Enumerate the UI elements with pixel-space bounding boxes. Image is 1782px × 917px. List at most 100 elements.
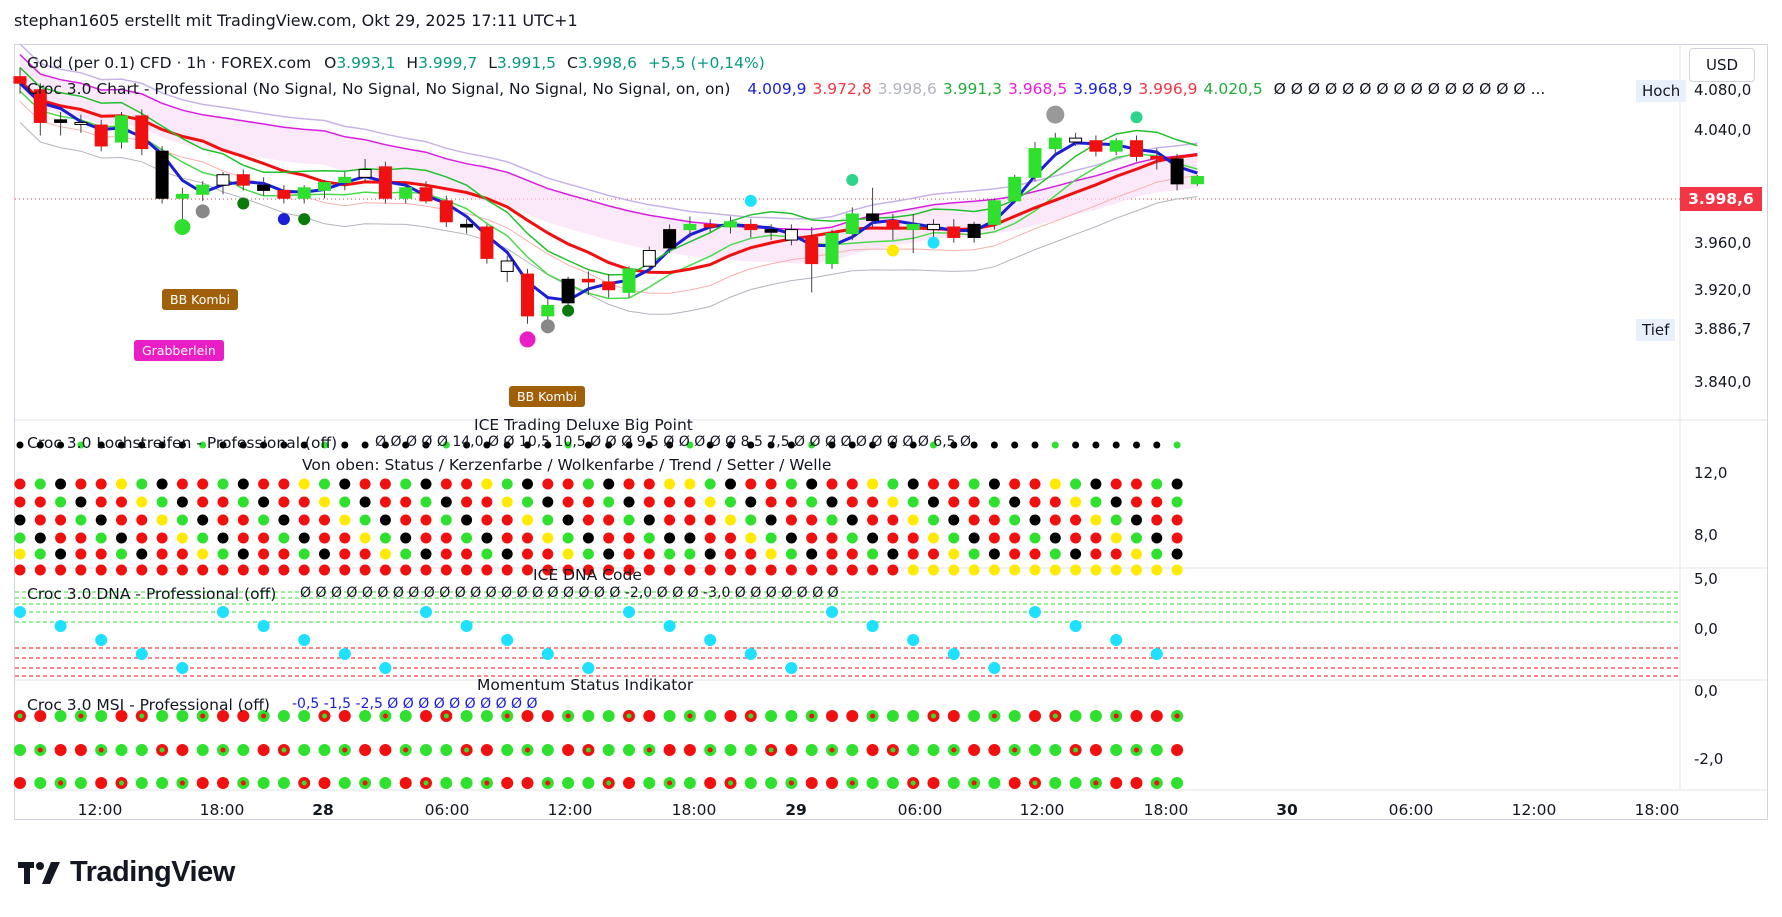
lochstreifen-dot [237, 548, 249, 560]
lochstreifen-dot [319, 564, 330, 576]
msi-dot [541, 744, 554, 756]
dna-dot [257, 620, 270, 632]
lochstreifen-dot [14, 496, 26, 508]
lochstreifen-dot [136, 532, 148, 544]
lochstreifen-dot [684, 496, 696, 508]
lochstreifen-dot [298, 514, 310, 526]
candle-body [703, 223, 717, 228]
dna-dot [704, 634, 717, 646]
msi-dot [968, 710, 981, 722]
lochstreifen-dot [136, 548, 148, 560]
lochstreifen-dot [948, 496, 960, 508]
lochstreifen-header-dot [341, 441, 349, 449]
lochstreifen-dot [785, 564, 797, 576]
msi-name: Croc 3.0 MSI - Professional (off) [27, 696, 270, 714]
msi-dot [318, 777, 331, 789]
lochstreifen-dot [197, 478, 209, 490]
lochstreifen-dot [156, 548, 168, 560]
msi-dot [562, 777, 575, 789]
lochstreifen-dot [623, 532, 635, 544]
lochstreifen-dot [55, 496, 67, 508]
lochstreifen-dot [522, 532, 533, 544]
msi-dot-core [829, 747, 835, 753]
msi-dot-core [687, 713, 693, 719]
lochstreifen-dot [907, 548, 919, 560]
lochstreifen-dot [867, 496, 879, 508]
open-label: O [324, 54, 337, 72]
high-label-tag: Hoch [1636, 80, 1687, 102]
lochstreifen-dot [156, 532, 168, 544]
candle-body [1089, 140, 1103, 152]
msi-dot-core [646, 747, 652, 753]
msi-dot [1171, 777, 1184, 789]
msi-dot [907, 744, 920, 756]
lochstreifen-dot [1171, 496, 1183, 508]
candle-body [927, 223, 940, 231]
lochstreifen-dot [176, 548, 188, 560]
lochstreifen-dot [95, 478, 107, 490]
symbol-legend[interactable]: Gold (per 0.1) CFD · 1h · FOREX.com O3.9… [27, 54, 765, 72]
indicator-value: 4.009,9 [747, 80, 807, 98]
lochstreifen-dot [562, 496, 574, 508]
lochstreifen-header-dot [483, 441, 491, 449]
dna-dot [420, 606, 432, 618]
signal-marker-bb-kombi[interactable]: BB Kombi [509, 386, 585, 407]
msi-dot [1069, 710, 1082, 722]
lochstreifen-dot [237, 532, 249, 544]
candle-body [724, 221, 737, 228]
lochstreifen-dot [278, 478, 290, 490]
lochstreifen-dot [643, 564, 655, 576]
msi-dot [257, 777, 270, 789]
lochstreifen-dot [278, 564, 290, 576]
lochstreifen-dot [136, 478, 148, 490]
msi-dot [1029, 744, 1041, 756]
msi-dot [988, 777, 1001, 789]
msi-dot-core [403, 747, 409, 753]
lochstreifen-header-dot [544, 441, 552, 449]
signal-marker-grabberlein[interactable]: Grabberlein [134, 340, 224, 361]
candle-body [886, 219, 900, 228]
dna-title: ICE DNA Code [533, 566, 642, 584]
indicator-legend[interactable]: Croc 3.0 Chart - Professional (No Signal… [27, 80, 1545, 98]
lochstreifen-dot [725, 478, 736, 490]
candle-body [642, 250, 656, 267]
lochstreifen-dot [846, 514, 858, 526]
msi-dot-core [322, 713, 327, 719]
lochstreifen-dot [55, 564, 67, 576]
msi-dot [1110, 777, 1123, 789]
signal-marker-bb-kombi[interactable]: BB Kombi [162, 289, 238, 310]
dna-name: Croc 3.0 DNA - Professional (off) [27, 585, 277, 603]
lochstreifen-header-dot [706, 441, 714, 449]
lochstreifen-dot [826, 564, 838, 576]
lochstreifen-dot [176, 496, 188, 508]
lochstreifen-dot [1029, 548, 1041, 560]
tradingview-logo[interactable]: TradingView [18, 856, 235, 889]
lochstreifen-dot [785, 496, 797, 508]
lochstreifen-dot [339, 496, 351, 508]
lochstreifen-dot [501, 564, 513, 576]
lochstreifen-dot [867, 478, 879, 490]
msi-dot [826, 777, 838, 789]
dna-dot [1110, 634, 1123, 646]
lochstreifen-dot [1009, 478, 1021, 490]
lochstreifen-header-dot [584, 441, 592, 449]
lochstreifen-dot [1131, 496, 1142, 508]
candle-body [33, 89, 47, 123]
current-price-tag: 3.998,6 [1680, 187, 1762, 211]
lochstreifen-dot [339, 548, 351, 560]
dna-dot [338, 648, 351, 660]
msi-dot [338, 710, 351, 722]
lochstreifen-header-dot [442, 441, 450, 449]
lochstreifen-dot [258, 564, 270, 576]
msi-dot [54, 710, 67, 722]
lochstreifen-dot [400, 548, 412, 560]
chart-frame[interactable] [14, 44, 1768, 820]
candle-body [1069, 137, 1083, 143]
dna-dot [947, 648, 960, 660]
currency-button[interactable]: USD [1689, 48, 1755, 82]
msi-dot [602, 744, 615, 756]
msi-dot [988, 744, 1001, 756]
msi-dot-core [1052, 713, 1058, 719]
lochstreifen-dot [562, 514, 574, 526]
